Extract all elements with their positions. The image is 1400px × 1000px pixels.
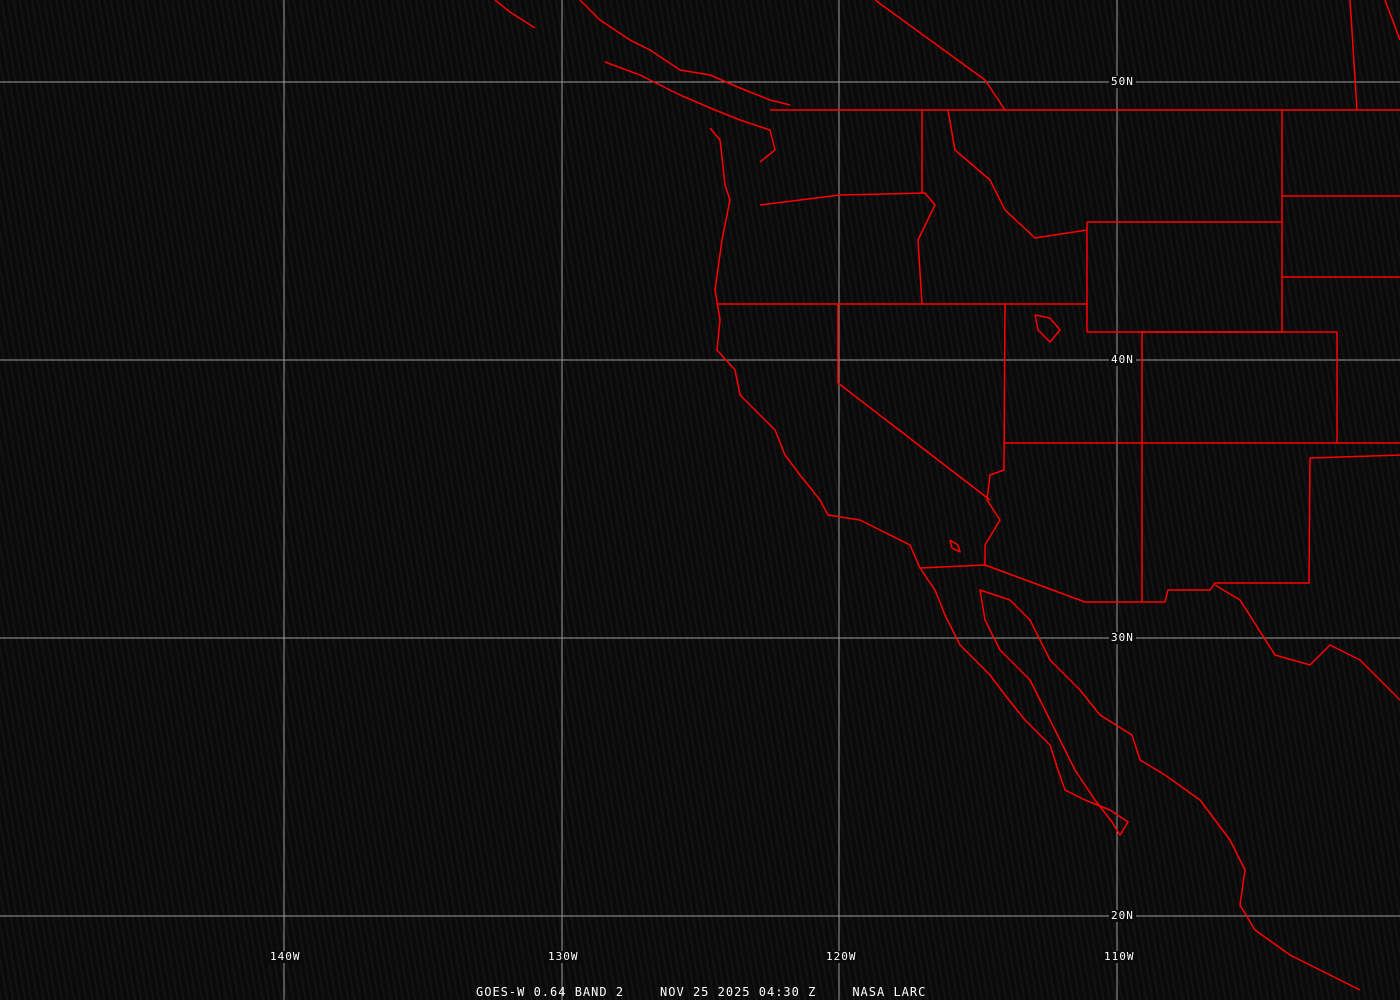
salton-sea bbox=[949, 539, 961, 553]
manitoba-border bbox=[1384, 0, 1400, 41]
us-mexico-border bbox=[919, 454, 1400, 603]
colorado-border bbox=[1142, 331, 1400, 444]
great-salt-lake bbox=[1034, 314, 1061, 343]
lon-label-110w: 110W bbox=[1102, 950, 1137, 963]
nevada-east-border bbox=[984, 303, 1006, 565]
timestamp: NOV 25 2025 04:30 Z bbox=[660, 985, 817, 999]
lon-label-140w: 140W bbox=[268, 950, 303, 963]
wa-or-border bbox=[759, 192, 936, 305]
bc-coast-north bbox=[579, 0, 791, 106]
lon-label-120w: 120W bbox=[824, 950, 859, 963]
lat-label-20n: 20N bbox=[1109, 909, 1136, 922]
bc-alberta-border bbox=[874, 0, 1006, 111]
idaho-montana-border bbox=[947, 109, 1088, 239]
source: NASA LARC bbox=[852, 985, 927, 999]
image-caption: GOES-W 0.64 BAND 2 NOV 25 2025 04:30 Z NAS… bbox=[476, 985, 962, 999]
alberta-sask-border bbox=[1349, 0, 1358, 111]
wyoming-border bbox=[1086, 221, 1283, 333]
satellite-band: GOES-W 0.64 BAND 2 bbox=[476, 985, 625, 999]
bc-coast-islands bbox=[494, 0, 536, 29]
lat-label-50n: 50N bbox=[1109, 75, 1136, 88]
vancouver-island-coast bbox=[604, 61, 776, 163]
lat-label-40n: 40N bbox=[1109, 353, 1136, 366]
rio-grande bbox=[1214, 584, 1400, 701]
boundaries bbox=[494, 0, 1400, 991]
lon-label-130w: 130W bbox=[546, 950, 581, 963]
coastline bbox=[709, 127, 1361, 991]
ca-nv-border bbox=[837, 304, 991, 501]
lat-label-30n: 30N bbox=[1109, 631, 1136, 644]
